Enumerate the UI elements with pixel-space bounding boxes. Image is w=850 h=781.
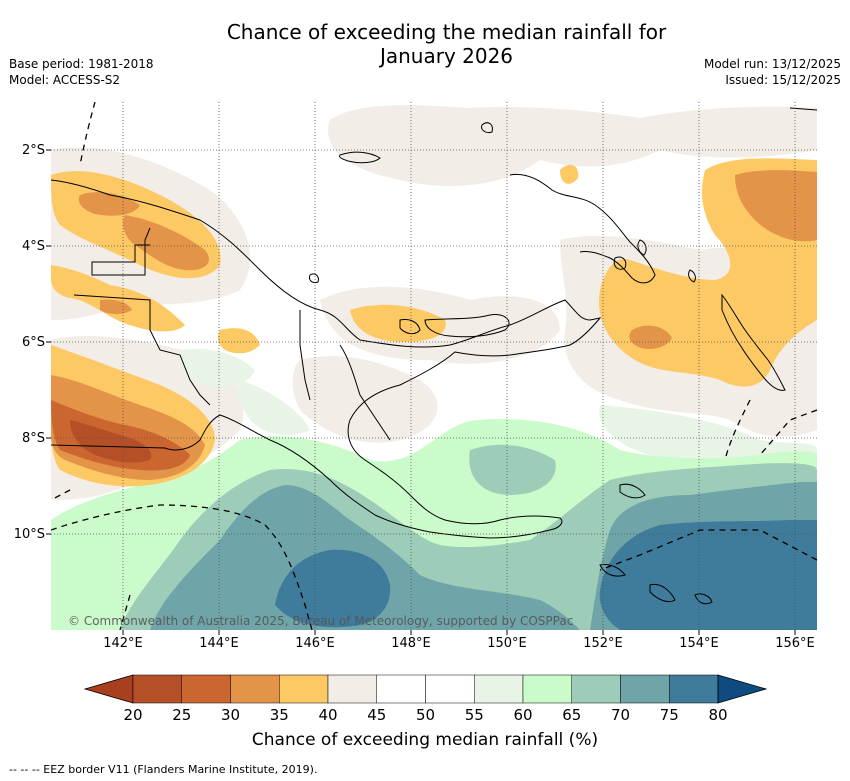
colorbar-bin [376, 674, 426, 704]
model-run-text: Model run: 13/12/2025 [703, 57, 841, 71]
colorbar-bin [620, 674, 670, 704]
y-tick-10s: 10°S [13, 527, 45, 542]
title-line-1: Chance of exceeding the median rainfall … [226, 20, 667, 44]
blue-regions [275, 520, 817, 630]
meta-right: Model run: 13/12/2025 Issued: 15/12/2025 [704, 56, 841, 88]
y-tick-4s: 4°S [21, 239, 45, 254]
y-tick-2s: 2°S [21, 143, 45, 158]
x-tick-150e: 150°E [487, 636, 527, 651]
colorbar-label: 80 [708, 706, 728, 724]
colorbar-label: 35 [269, 706, 289, 724]
map-title: Chance of exceeding the median rainfall … [0, 20, 850, 68]
x-tick-144e: 144°E [199, 636, 239, 651]
meta-left: Base period: 1981-2018 Model: ACCESS-S2 [9, 56, 154, 88]
colorbar-label: 70 [610, 706, 631, 724]
colorbar-label: 55 [464, 706, 484, 724]
colorbar-label: 50 [415, 706, 436, 724]
x-tick-146e: 146°E [295, 636, 335, 651]
colorbar-bin [327, 674, 377, 704]
gridlines [51, 102, 817, 630]
light-green-regions [178, 348, 817, 470]
copyright-text: © Commonwealth of Australia 2025, Bureau… [68, 614, 574, 628]
colorbar-label: 75 [659, 706, 679, 724]
title-line-2: January 2026 [379, 44, 514, 68]
colorbar-bin [181, 674, 231, 704]
colorbar-label: 40 [318, 706, 338, 724]
x-tick-142e: 142°E [103, 636, 143, 651]
colorbar-title: Chance of exceeding median rainfall (%) [251, 730, 599, 750]
base-period-text: Base period: 1981-2018 [9, 57, 154, 71]
colorbar-bin [522, 674, 572, 704]
colorbar-label: 60 [513, 706, 533, 724]
colorbar-bin [132, 674, 182, 704]
colorbar-bin [279, 674, 329, 704]
colorbar-bin [425, 674, 475, 704]
colorbar-label: 30 [220, 706, 241, 724]
colorbar-extend-low [83, 674, 134, 704]
tick-marks [46, 149, 796, 635]
colorbar-label: 20 [123, 706, 143, 724]
eez-borders [51, 102, 817, 630]
colorbar-label: 65 [562, 706, 582, 724]
colorbar-label: 25 [172, 706, 192, 724]
x-tick-152e: 152°E [583, 636, 623, 651]
darkest-orange-regions [70, 420, 152, 463]
colorbar-label: 45 [367, 706, 387, 724]
y-tick-6s: 6°S [21, 335, 45, 350]
eez-footer-note: -- -- -- EEZ border V11 (Flanders Marine… [9, 763, 318, 776]
colorbar-bin [669, 674, 719, 704]
colorbar [83, 674, 768, 704]
colorbar-extend-high [717, 674, 768, 704]
colorbar-bin [230, 674, 280, 704]
x-tick-154e: 154°E [679, 636, 719, 651]
colorbar-bin [474, 674, 524, 704]
x-tick-156e: 156°E [775, 636, 815, 651]
colorbar-bin [571, 674, 621, 704]
x-tick-148e: 148°E [391, 636, 431, 651]
model-text: Model: ACCESS-S2 [9, 73, 121, 87]
issued-text: Issued: 15/12/2025 [725, 73, 841, 87]
y-tick-8s: 8°S [21, 431, 45, 446]
map-field [51, 102, 817, 630]
